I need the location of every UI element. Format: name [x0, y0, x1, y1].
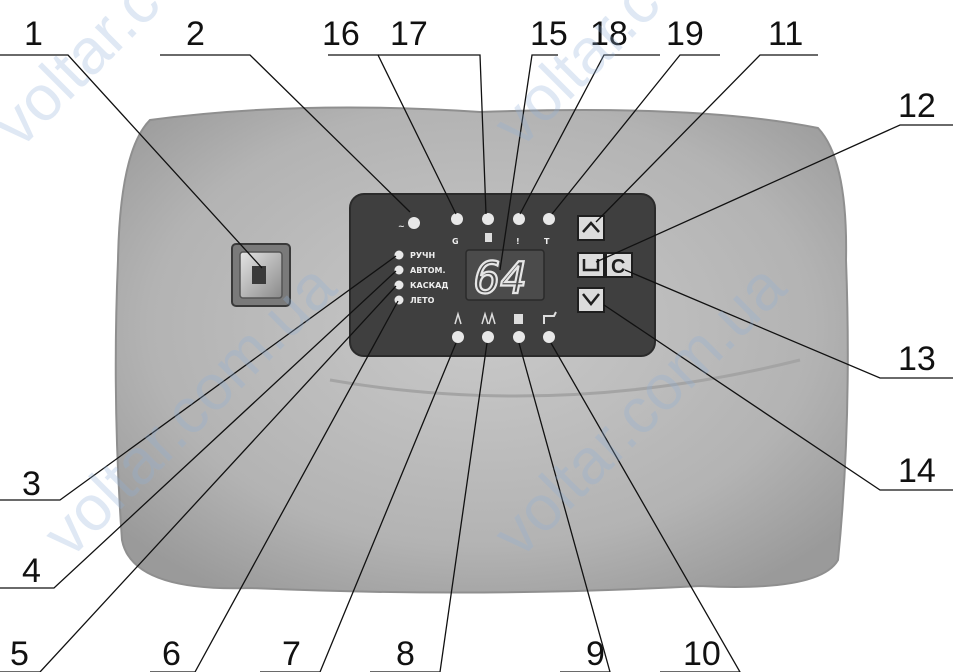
leader-7: [260, 342, 457, 672]
mode-label-cascade: КАСКАД: [410, 281, 448, 290]
mode-label-manual: РУЧН: [410, 251, 435, 260]
leader-15: [499, 54, 558, 271]
gas-label: G: [452, 237, 459, 246]
leader-1: [0, 54, 263, 269]
callout-9: 9: [586, 635, 605, 672]
flame-led: [482, 213, 494, 225]
mode-led-summer: [394, 295, 404, 305]
mode-led-cascade: [394, 280, 404, 290]
callout-13: 13: [898, 340, 936, 378]
leader-8: [370, 342, 488, 672]
indicator-temperature: T: [543, 213, 555, 246]
seven-segment-display: 64: [465, 249, 545, 305]
callout-2: 2: [186, 15, 205, 53]
leader-19: [551, 54, 720, 215]
leader-17: [378, 54, 487, 215]
callout-15: 15: [530, 15, 568, 53]
indicator-alarm: !: [513, 213, 525, 246]
callout-16: 16: [322, 15, 360, 53]
callout-11: 11: [768, 15, 803, 53]
callout-numbers: 1 2 3 4 5 6 7 8 9 10 11 12 13 14 15 16 1…: [10, 15, 936, 672]
callout-6: 6: [162, 635, 181, 672]
leader-6: [150, 300, 399, 672]
gas-led: [451, 213, 463, 225]
callout-14: 14: [898, 452, 936, 490]
indicator-radiator: [513, 314, 525, 343]
power-switch[interactable]: [231, 243, 291, 307]
callout-7: 7: [282, 635, 301, 672]
up-button[interactable]: [577, 215, 605, 241]
leader-13: [624, 269, 953, 379]
heating-icon: [454, 311, 462, 325]
leader-5: [0, 285, 397, 672]
callout-12: 12: [898, 87, 936, 125]
c-button[interactable]: C: [605, 252, 633, 278]
leader-lines: [0, 54, 953, 672]
double-flame-icon: [481, 311, 496, 325]
callout-18: 18: [590, 15, 628, 53]
temperature-led: [543, 213, 555, 225]
callout-19: 19: [666, 15, 704, 53]
callout-10: 10: [683, 635, 721, 672]
display-value: 64: [474, 253, 527, 304]
enter-button[interactable]: [577, 252, 605, 278]
indicator-power: ~: [398, 217, 420, 231]
callout-4: 4: [22, 552, 41, 590]
leader-12: [595, 124, 953, 263]
c-button-label: C: [611, 256, 625, 278]
indicator-cascade-heating: [481, 311, 496, 343]
alarm-led: [513, 213, 525, 225]
mode-indicators: РУЧН АВТОМ. КАСКАД ЛЕТО: [394, 250, 448, 305]
hot-water-led: [543, 331, 555, 343]
indicator-heating: [452, 311, 464, 343]
power-led: [408, 217, 420, 229]
leader-11: [595, 54, 818, 223]
mode-led-manual: [394, 250, 404, 260]
down-button[interactable]: [577, 287, 605, 313]
callout-5: 5: [10, 635, 29, 672]
leader-4: [0, 270, 397, 589]
callout-8: 8: [396, 635, 415, 672]
mode-label-auto: АВТОМ.: [410, 266, 446, 275]
callout-3: 3: [22, 465, 41, 503]
indicator-gas: G: [451, 213, 463, 246]
flame-icon: [485, 233, 492, 242]
radiator-led: [513, 331, 525, 343]
housing-contour: [329, 358, 801, 398]
mode-led-auto: [394, 265, 404, 275]
callout-17: 17: [390, 15, 428, 53]
power-symbol: ~: [398, 222, 405, 231]
heating-led: [452, 331, 464, 343]
tap-icon: [543, 311, 557, 324]
radiator-icon: [514, 314, 523, 324]
leader-2: [160, 54, 411, 213]
leader-9: [518, 342, 611, 672]
alarm-label: !: [516, 237, 520, 246]
temperature-label: T: [544, 237, 550, 246]
leader-10: [550, 342, 741, 672]
mode-label-summer: ЛЕТО: [410, 296, 435, 305]
callout-1: 1: [24, 15, 43, 53]
leader-14: [603, 304, 953, 491]
indicator-flame: [482, 213, 494, 242]
leader-18: [519, 54, 660, 215]
indicator-hot-water: [543, 311, 557, 343]
leader-3: [0, 255, 397, 501]
cascade-heating-led: [482, 331, 494, 343]
